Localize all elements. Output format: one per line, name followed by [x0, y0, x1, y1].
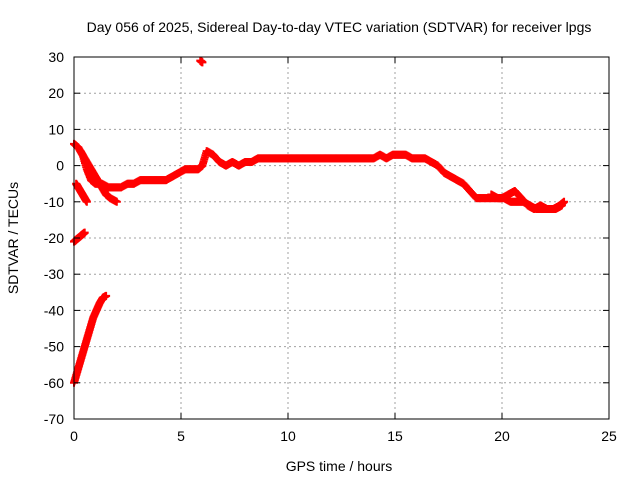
series-early-descent-2: [76, 147, 121, 206]
x-tick-label: 20: [494, 428, 510, 444]
y-tick-label: 10: [48, 121, 64, 137]
data-point: [82, 197, 91, 206]
data-point: [80, 228, 89, 237]
y-tick-label: -40: [44, 302, 64, 318]
axis-ticks: 0 5 10 15 20 25 -70 -60 -50 -40 -30 -20 -10 0 10 20 30: [44, 49, 617, 444]
series-secondary-arc: [487, 190, 566, 214]
y-tick-label: -10: [44, 194, 64, 210]
x-tick-label: 25: [601, 428, 617, 444]
data-point: [557, 201, 566, 210]
x-axis-label: GPS time / hours: [286, 458, 393, 474]
x-tick-label: 5: [177, 428, 185, 444]
data-point: [102, 291, 111, 300]
series-early-descent-1: [72, 179, 91, 206]
x-tick-label: 15: [387, 428, 403, 444]
data-points: [70, 56, 569, 387]
y-tick-label: -70: [44, 411, 64, 427]
chart-title: Day 056 of 2025, Sidereal Day-to-day VTE…: [87, 19, 592, 35]
x-tick-label: 10: [280, 428, 296, 444]
data-point: [112, 197, 121, 206]
y-tick-label: -30: [44, 266, 64, 282]
y-tick-label: -60: [44, 375, 64, 391]
y-tick-label: -50: [44, 339, 64, 355]
series-outlier: [196, 56, 207, 67]
y-tick-label: -20: [44, 230, 64, 246]
data-point: [198, 58, 207, 67]
y-tick-label: 30: [48, 49, 64, 65]
y-tick-label: 20: [48, 85, 64, 101]
y-tick-label: 0: [56, 158, 64, 174]
y-axis-label: SDTVAR / TECUs: [5, 182, 21, 294]
x-tick-label: 0: [70, 428, 78, 444]
